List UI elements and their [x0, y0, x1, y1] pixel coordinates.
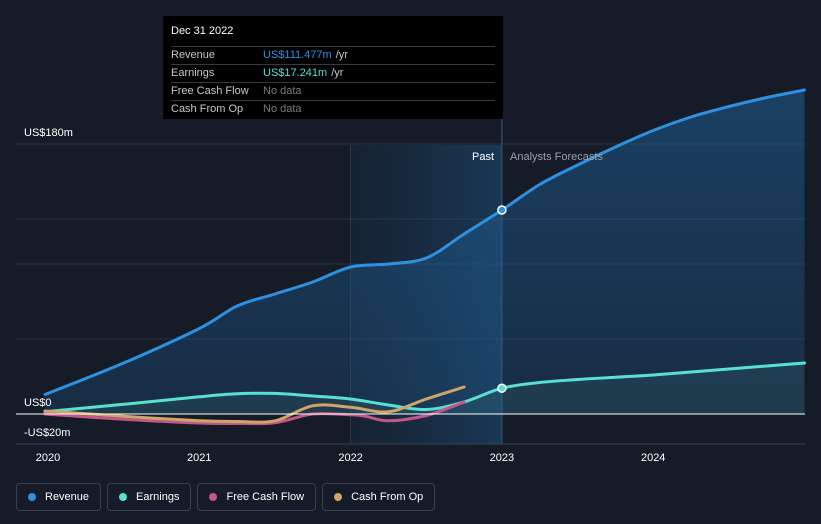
legend-item-earnings[interactable]: Earnings — [107, 483, 192, 511]
tooltip-row-free-cash-flow: Free Cash Flow No data — [171, 83, 495, 101]
tooltip-label: Revenue — [171, 49, 216, 61]
revenue-line — [43, 88, 806, 396]
tooltip-unit: /yr — [335, 49, 348, 61]
tooltip-value: US$17.241m — [263, 67, 328, 79]
tooltip-label: Cash From Op — [171, 103, 244, 115]
past-label: Past — [472, 151, 494, 163]
earnings-marker — [497, 383, 507, 393]
earnings-area — [45, 363, 805, 414]
x-tick-label: 2024 — [641, 452, 665, 464]
legend: Revenue Earnings Free Cash Flow Cash Fro… — [16, 483, 436, 511]
tooltip-value: US$111.477m — [263, 49, 332, 61]
legend-label: Earnings — [136, 491, 180, 503]
legend-item-cash-from-op[interactable]: Cash From Op — [322, 483, 436, 511]
x-tick-label: 2020 — [36, 452, 60, 464]
tooltip-label: Free Cash Flow — [171, 85, 249, 97]
y-tick-label-top: US$180m — [24, 127, 73, 139]
legend-label: Free Cash Flow — [226, 491, 305, 503]
x-tick-label: 2023 — [490, 452, 514, 464]
tooltip-value: No data — [263, 85, 302, 97]
series-lines — [43, 88, 806, 426]
series-areas — [45, 90, 805, 414]
revenue-area — [45, 90, 805, 414]
tooltip-row-earnings: Earnings US$17.241m /yr — [171, 65, 495, 83]
revenue-dot-icon — [28, 493, 36, 501]
axes: 2020 2021 2022 2023 2024 — [16, 413, 805, 464]
forecast-label: Analysts Forecasts — [510, 151, 603, 163]
tooltip-row-revenue: Revenue US$111.477m /yr — [171, 47, 495, 65]
x-tick-label: 2022 — [338, 452, 362, 464]
tooltip-row-cash-from-op: Cash From Op No data — [171, 101, 495, 118]
earnings-dot-icon — [119, 493, 128, 501]
legend-label: Revenue — [45, 491, 90, 503]
legend-item-free-cash-flow[interactable]: Free Cash Flow — [197, 483, 317, 511]
cash-from-op-dot-icon — [334, 493, 343, 501]
tooltip-date: Dec 31 2022 — [171, 24, 495, 47]
x-tick-label: 2021 — [187, 452, 211, 464]
legend-item-revenue[interactable]: Revenue — [16, 483, 102, 511]
tooltip: Dec 31 2022 Revenue US$111.477m /yr Earn… — [163, 16, 503, 119]
y-tick-label-bottom: -US$20m — [24, 427, 70, 439]
free-cash-flow-dot-icon — [209, 493, 218, 501]
tooltip-unit: /yr — [331, 67, 344, 79]
revenue-marker — [497, 205, 507, 215]
cash-from-op-line — [43, 385, 466, 424]
tooltip-label: Earnings — [171, 67, 215, 79]
series-markers — [497, 205, 507, 393]
tooltip-value: No data — [263, 103, 302, 115]
y-tick-label-zero: US$0 — [24, 397, 52, 409]
legend-label: Cash From Op — [351, 491, 424, 503]
